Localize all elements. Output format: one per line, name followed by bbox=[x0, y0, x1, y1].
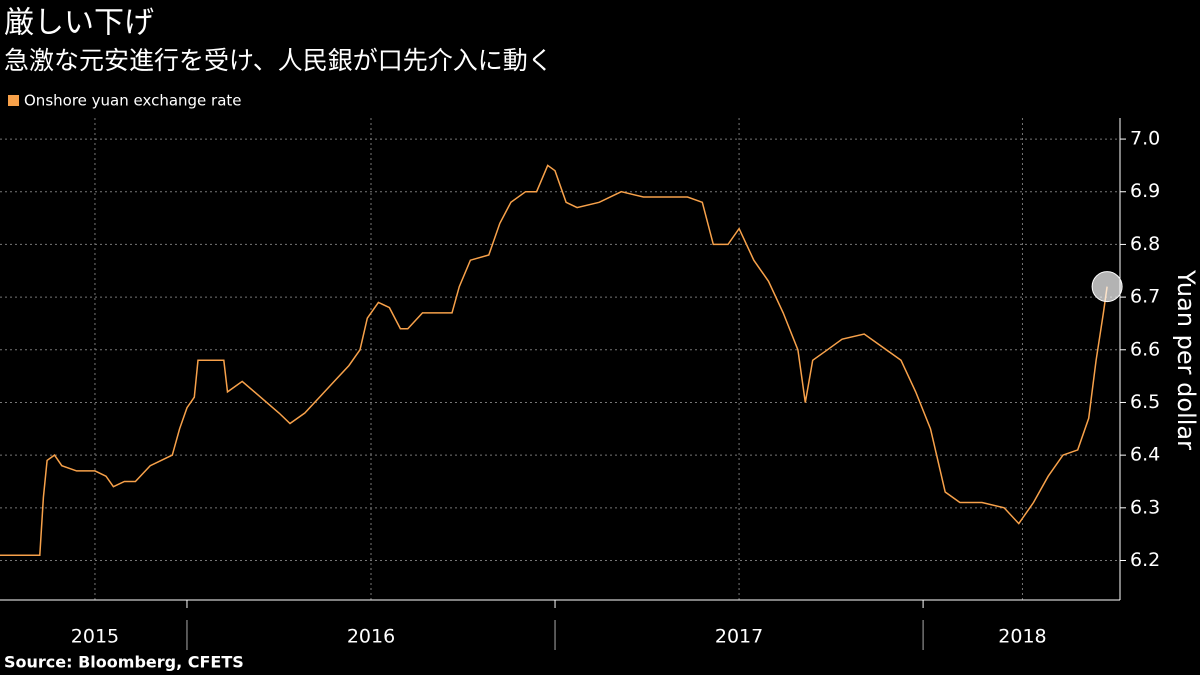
y-tick-label: 6.7 bbox=[1130, 286, 1160, 308]
y-axis-label: Yuan per dollar bbox=[1172, 269, 1200, 450]
y-tick-label: 6.4 bbox=[1130, 444, 1160, 466]
x-tick-label: 2018 bbox=[998, 626, 1046, 648]
y-tick-label: 6.6 bbox=[1130, 338, 1160, 360]
source: Source: Bloomberg, CFETS bbox=[4, 653, 244, 672]
y-tick-label: 6.5 bbox=[1130, 391, 1160, 413]
y-tick-label: 7.0 bbox=[1130, 128, 1160, 150]
x-tick-label: 2015 bbox=[71, 626, 119, 648]
y-tick-label: 6.9 bbox=[1130, 180, 1160, 202]
x-tick-label: 2017 bbox=[715, 626, 763, 648]
legend-swatch bbox=[8, 95, 19, 106]
y-tick-label: 6.2 bbox=[1130, 549, 1160, 571]
chart-subtitle: 急激な元安進行を受け、人民銀が口先介入に動く bbox=[4, 46, 553, 75]
chart-title: 厳しい下げ bbox=[4, 6, 154, 41]
data-line bbox=[0, 164, 1108, 556]
highlight-marker bbox=[1091, 271, 1123, 303]
y-tick-label: 6.3 bbox=[1130, 496, 1160, 518]
x-tick-label: 2016 bbox=[347, 626, 395, 648]
legend-label: Onshore yuan exchange rate bbox=[24, 92, 242, 110]
y-tick-label: 6.8 bbox=[1130, 233, 1160, 255]
